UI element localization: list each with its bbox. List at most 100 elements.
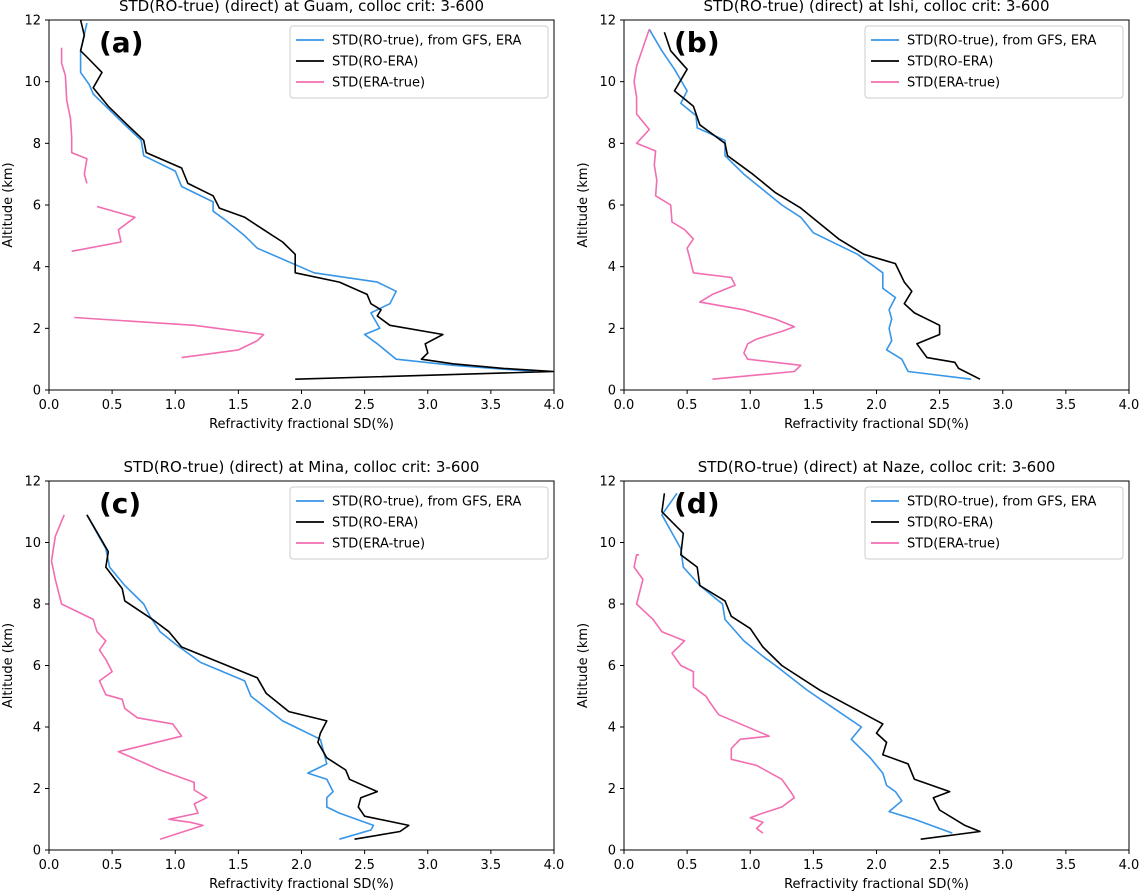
y-axis-label: Altitude (km)	[576, 162, 591, 247]
legend-entry: STD(RO-ERA)	[907, 55, 993, 70]
x-tick-label: 0.0	[614, 398, 635, 413]
x-tick-label: 4.0	[1119, 858, 1140, 873]
y-tick-label: 12	[24, 14, 41, 29]
series-line	[661, 493, 981, 840]
legend-box	[864, 25, 1124, 99]
legend-box	[289, 486, 549, 560]
y-tick-label: 8	[33, 598, 41, 613]
series-line	[79, 22, 536, 373]
y-tick-label: 8	[33, 137, 41, 152]
panel-label: (d)	[674, 487, 720, 520]
y-tick-label: 0	[33, 844, 41, 859]
x-tick-label: 1.0	[740, 858, 761, 873]
x-tick-label: 3.0	[992, 398, 1013, 413]
legend-entry: STD(ERA-true)	[907, 537, 1000, 552]
y-tick-label: 0	[608, 384, 616, 399]
x-tick-label: 2.0	[866, 858, 887, 873]
plot-frame	[623, 19, 1130, 391]
plot-frame	[48, 19, 555, 391]
x-tick-label: 4.0	[1119, 398, 1140, 413]
x-tick-label: 4.0	[544, 398, 565, 413]
x-tick-label: 0.0	[614, 858, 635, 873]
y-axis-label: Altitude (km)	[1, 162, 16, 247]
y-tick-label: 10	[24, 536, 41, 551]
y-tick-label: 4	[33, 260, 41, 275]
legend: STD(RO-true), from GFS, ERA STD(RO-ERA) ST…	[289, 486, 549, 560]
legend-entry: STD(RO-true), from GFS, ERA	[332, 495, 522, 510]
legend-entry: STD(ERA-true)	[332, 76, 425, 91]
y-tick-label: 4	[33, 721, 41, 736]
x-tick-label: 1.0	[740, 398, 761, 413]
legend-entry: STD(RO-true), from GFS, ERA	[907, 495, 1097, 510]
x-tick-label: 2.0	[291, 858, 312, 873]
legend: STD(RO-true), from GFS, ERA STD(RO-ERA) ST…	[864, 486, 1124, 560]
x-tick-label: 1.5	[228, 858, 249, 873]
series-group	[633, 492, 981, 840]
chart-panel: STD(RO-true) (direct) at Naze, colloc cr…	[576, 458, 1139, 892]
y-tick-label: 12	[599, 475, 616, 490]
panel-label: (c)	[99, 487, 141, 520]
y-tick-label: 6	[608, 199, 616, 214]
series-line	[60, 47, 88, 184]
plot-frame	[48, 480, 555, 851]
y-tick-label: 2	[608, 782, 616, 797]
y-tick-label: 10	[24, 75, 41, 90]
y-tick-label: 2	[608, 322, 616, 337]
x-axis-label: Refractivity fractional SD(%)	[209, 417, 394, 432]
y-tick-label: 12	[24, 475, 41, 490]
chart-title: STD(RO-true) (direct) at Mina, colloc cr…	[124, 458, 480, 476]
x-tick-label: 2.5	[354, 858, 375, 873]
chart-panel: STD(RO-true) (direct) at Ishi, colloc cr…	[576, 0, 1139, 432]
x-tick-label: 1.5	[803, 398, 824, 413]
panel-label: (a)	[99, 26, 144, 59]
legend: STD(RO-true), from GFS, ERA STD(RO-ERA) ST…	[289, 25, 549, 99]
x-tick-label: 3.5	[481, 398, 502, 413]
series-line	[79, 20, 554, 380]
legend-entry: STD(RO-ERA)	[907, 516, 993, 531]
series-group	[633, 28, 981, 380]
series-line	[661, 492, 953, 834]
x-tick-label: 2.0	[866, 398, 887, 413]
series-line	[648, 28, 972, 380]
y-tick-label: 6	[33, 199, 41, 214]
y-tick-label: 12	[599, 14, 616, 29]
x-tick-label: 2.0	[291, 398, 312, 413]
y-tick-label: 0	[608, 844, 616, 859]
y-tick-label: 0	[33, 384, 41, 399]
y-tick-label: 8	[608, 598, 616, 613]
y-tick-label: 10	[599, 75, 616, 90]
series-line	[86, 514, 410, 840]
x-tick-label: 2.5	[929, 858, 950, 873]
series-line	[663, 32, 981, 380]
x-axis-label: Refractivity fractional SD(%)	[784, 417, 969, 432]
x-tick-label: 3.5	[481, 858, 502, 873]
y-tick-label: 6	[33, 659, 41, 674]
chart-title: STD(RO-true) (direct) at Naze, colloc cr…	[698, 458, 1056, 476]
y-tick-label: 4	[608, 721, 616, 736]
x-axis-label: Refractivity fractional SD(%)	[784, 877, 969, 892]
series-group	[50, 514, 410, 840]
x-tick-label: 2.5	[929, 398, 950, 413]
x-tick-label: 4.0	[544, 858, 565, 873]
legend-entry: STD(RO-true), from GFS, ERA	[907, 34, 1097, 49]
x-tick-label: 1.5	[228, 398, 249, 413]
legend-box	[864, 486, 1124, 560]
legend-box	[289, 25, 549, 99]
x-tick-label: 0.0	[39, 858, 60, 873]
series-line	[71, 205, 136, 253]
x-tick-label: 1.0	[165, 398, 186, 413]
x-tick-label: 1.0	[165, 858, 186, 873]
series-line	[50, 514, 208, 840]
x-tick-label: 3.5	[1056, 858, 1077, 873]
chart-title: STD(RO-true) (direct) at Ishi, colloc cr…	[703, 0, 1049, 15]
legend-entry: STD(RO-ERA)	[332, 55, 418, 70]
series-line	[633, 29, 802, 380]
x-tick-label: 3.0	[992, 858, 1013, 873]
y-tick-label: 6	[608, 659, 616, 674]
x-tick-label: 3.5	[1056, 398, 1077, 413]
x-tick-label: 3.0	[417, 398, 438, 413]
chart-panel: STD(RO-true) (direct) at Mina, colloc cr…	[1, 458, 564, 892]
y-tick-label: 2	[33, 782, 41, 797]
chart-title: STD(RO-true) (direct) at Guam, colloc cr…	[119, 0, 484, 15]
